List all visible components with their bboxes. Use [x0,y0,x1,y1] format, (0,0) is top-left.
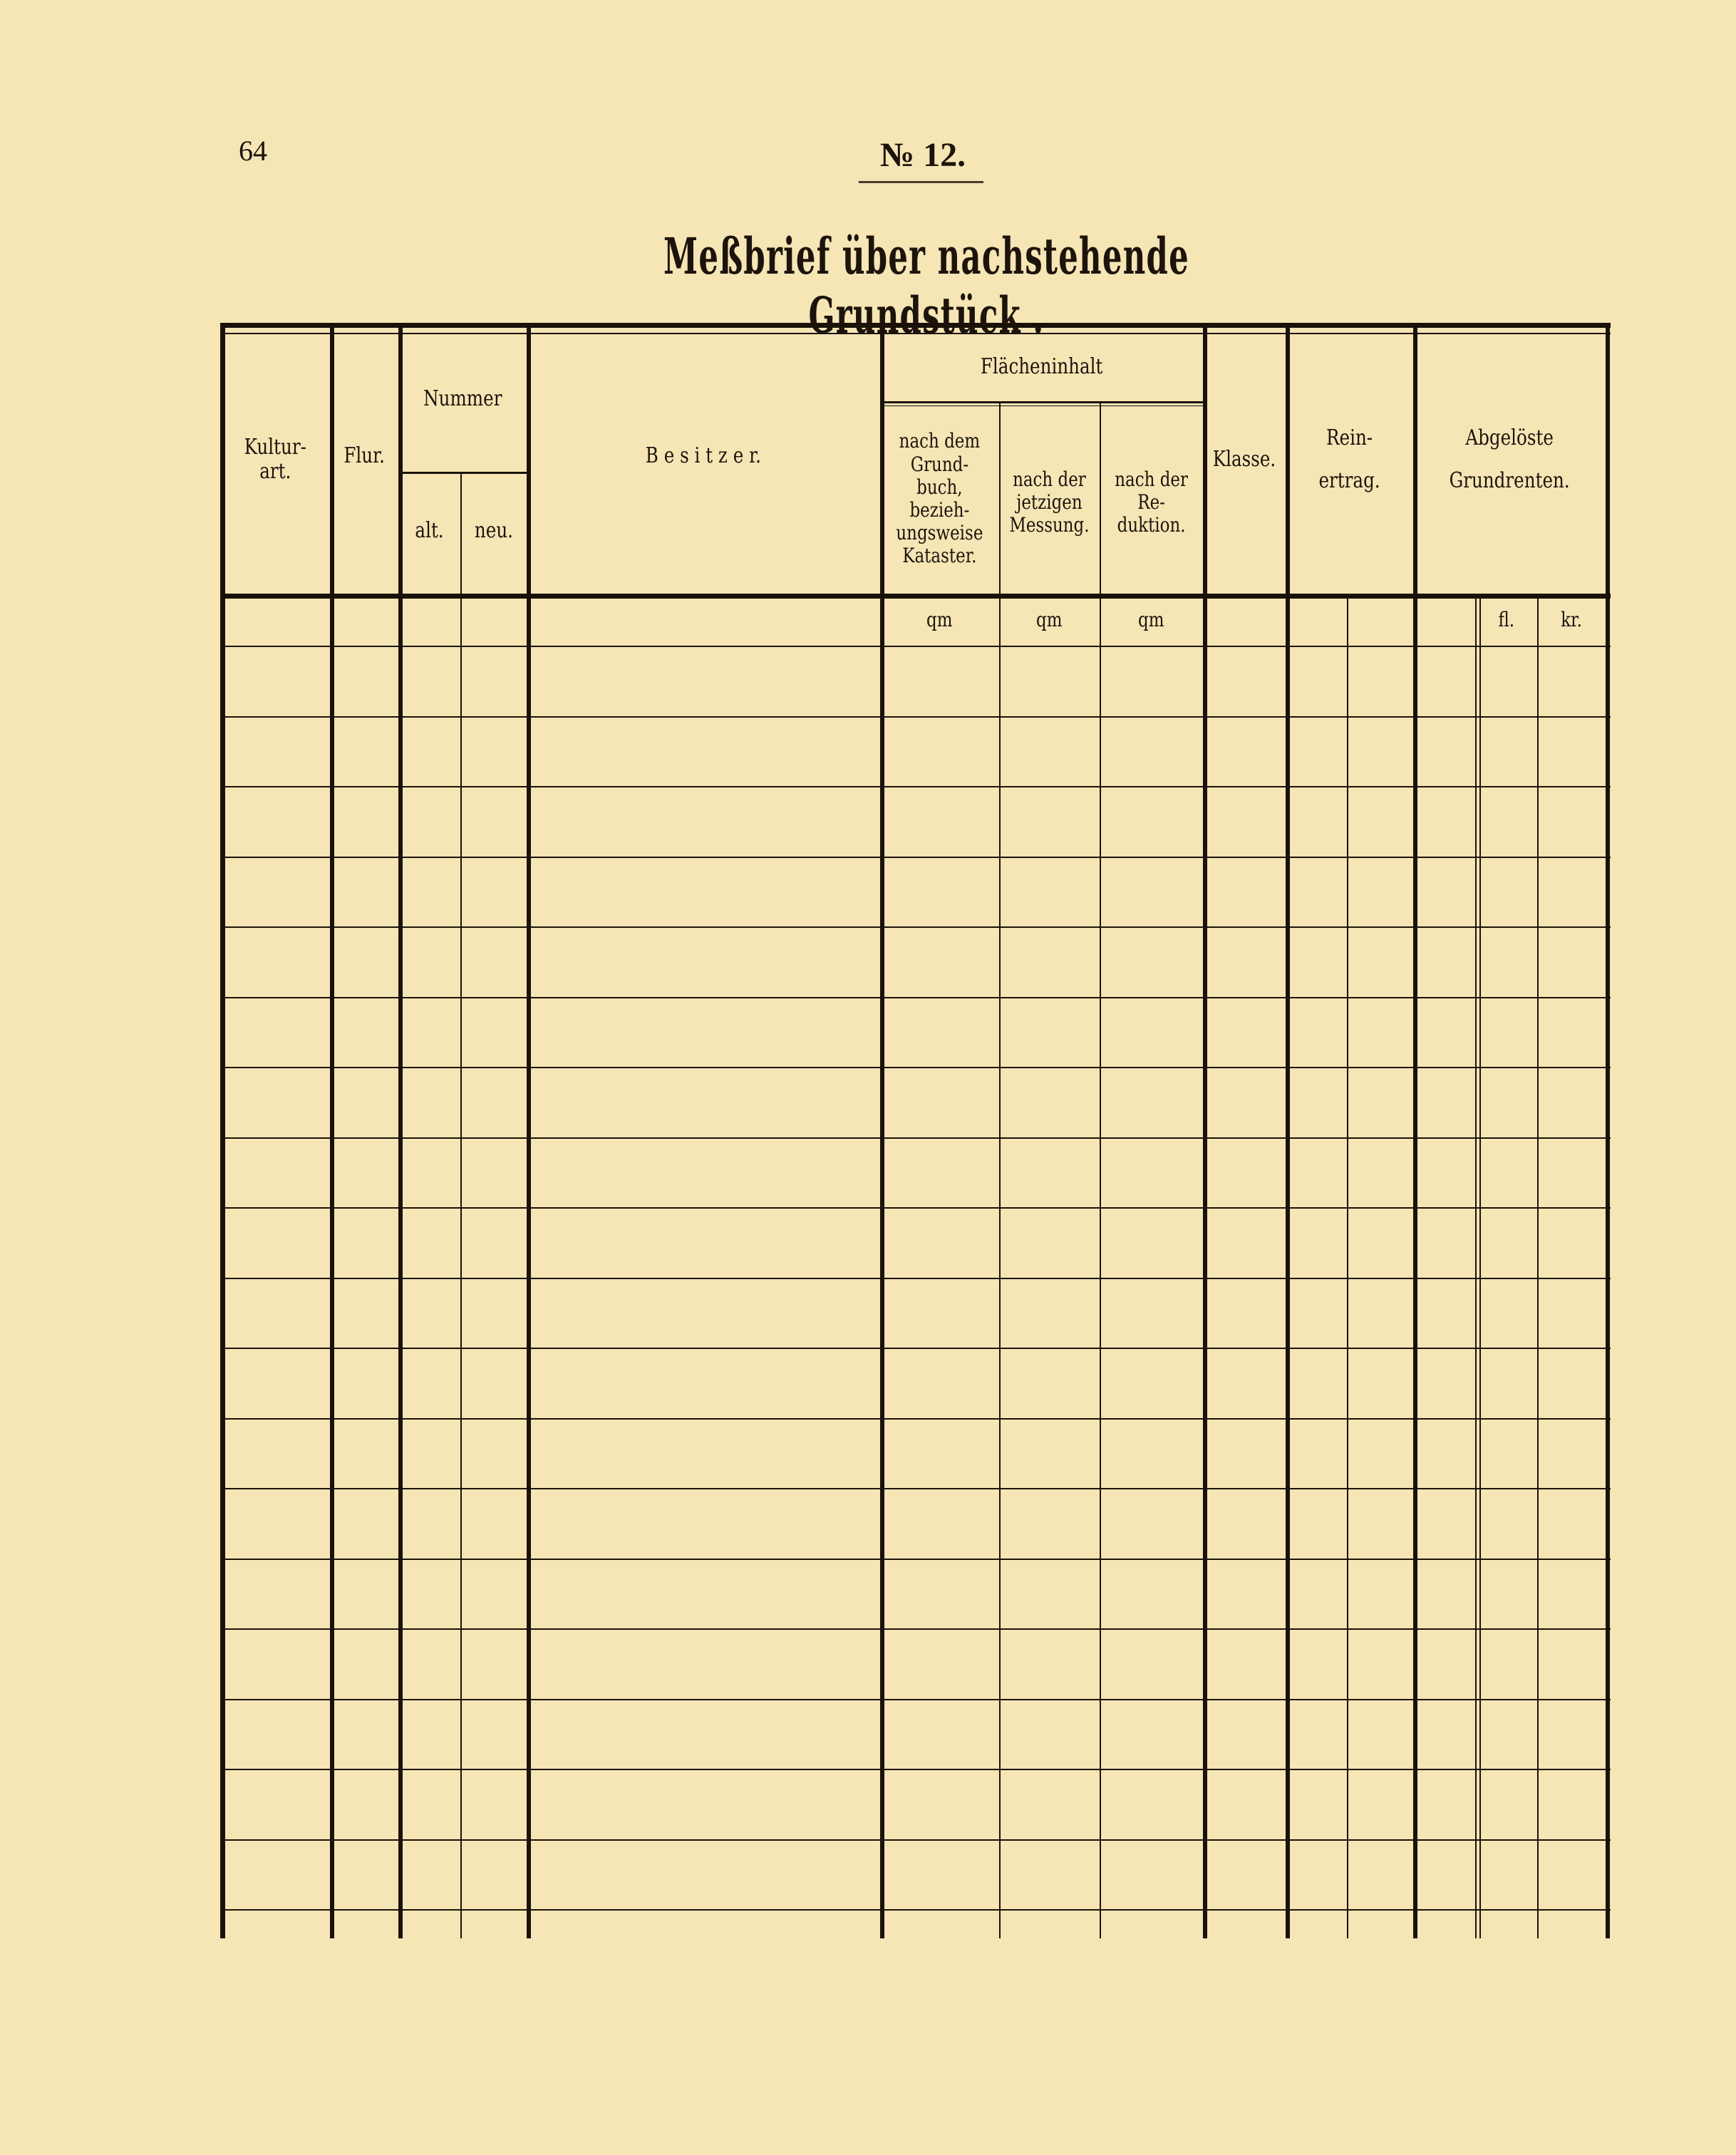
column-rule-thin [1479,594,1481,1938]
row-rule [220,646,1611,647]
row-rule [220,786,1611,787]
form-title: Meßbrief über nachstehende Grundstück . [663,227,1189,345]
row-rule [220,1699,1611,1700]
row-rule [220,1067,1611,1068]
flaecheninhalt-separator [884,405,1203,406]
column-rule-thin [1537,594,1539,1938]
flaecheninhalt-separator [884,401,1203,403]
header-flaecheninhalt: Flächeninhalt [980,353,1103,379]
form-number: № 12. [879,136,966,174]
form-number-underline [859,181,983,183]
row-rule [220,1207,1611,1209]
column-rule [880,323,884,1938]
page-number: 64 [239,135,267,167]
header-besitzer: B e s i t z e r. [645,443,762,468]
unit-reduktion: qm [1138,608,1164,632]
header-kulturart: Kultur- art. [244,434,306,484]
row-rule [220,1278,1611,1279]
header-flur: Flur. [343,443,385,468]
row-rule [220,926,1611,928]
column-rule [1606,323,1610,1938]
column-rule [1413,323,1417,1938]
column-rule-thin [1347,594,1348,1938]
column-rule [220,323,225,1938]
row-rule [220,1348,1611,1349]
column-rule [398,323,403,1938]
row-rule [220,857,1611,858]
row-rule [220,1909,1611,1911]
row-rule [220,716,1611,718]
column-rule-thin [460,472,462,1938]
header-nach-messung: nach der jetzigen Messung. [1009,467,1090,537]
unit-grundbuch: qm [926,608,953,632]
table-top-rule-thin [220,333,1611,334]
header-grundrenten: Abgelöste Grundrenten. [1449,425,1570,493]
header-bottom-rule [220,594,1611,599]
row-rule [220,1769,1611,1770]
column-rule [1286,323,1290,1938]
column-rule-thin [1100,401,1101,1938]
row-rule [220,1839,1611,1841]
column-rule [330,323,334,1938]
row-rule [220,1559,1611,1560]
header-nummer-alt: alt. [415,517,444,543]
row-rule [220,1137,1611,1139]
row-rule [220,1628,1611,1630]
row-rule [220,1418,1611,1420]
header-reinertrag: Rein- ertrag. [1318,425,1380,493]
table-top-rule [220,323,1611,328]
header-nach-reduktion: nach der Re- duktion. [1115,467,1188,537]
column-rule [1203,323,1207,1938]
header-klasse: Klasse. [1212,446,1276,472]
column-rule-thin [1475,594,1477,1938]
header-nummer: Nummer [423,386,502,411]
column-rule-thin [999,401,1001,1938]
column-rule [527,323,531,1938]
row-rule [220,997,1611,998]
unit-fl: fl. [1498,608,1514,632]
unit-messung: qm [1036,608,1063,632]
header-nach-grundbuch: nach dem Grund- buch, bezieh- ungsweise … [896,429,983,568]
row-rule [220,1488,1611,1489]
nummer-separator [402,472,527,474]
header-nummer-neu: neu. [474,517,513,543]
unit-kr: kr. [1561,608,1582,632]
